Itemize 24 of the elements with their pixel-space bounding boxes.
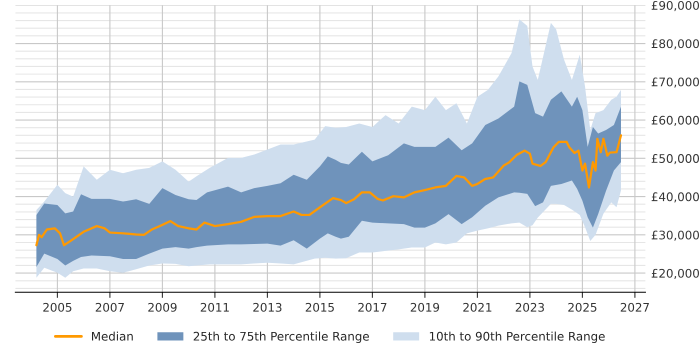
x-tick-label: 2007 bbox=[96, 302, 124, 312]
y-tick-label: £40,000 bbox=[652, 192, 699, 202]
y-tick-label: £80,000 bbox=[652, 39, 699, 50]
x-tick-label: 2019 bbox=[410, 302, 440, 312]
x-tick-label: 2023 bbox=[516, 302, 544, 312]
y-tick-label: £50,000 bbox=[652, 154, 699, 164]
y-tick-label: £60,000 bbox=[652, 116, 699, 126]
x-tick-label: 2005 bbox=[43, 302, 72, 312]
line-series bbox=[35, 134, 622, 246]
x-tick-label: 2009 bbox=[148, 302, 177, 312]
legend-label: 25th to 75th Percentile Range bbox=[194, 332, 369, 343]
x-tick-label: 2017 bbox=[358, 302, 386, 312]
y-tick-label: £70,000 bbox=[652, 78, 699, 88]
x-tick-label: 2015 bbox=[306, 302, 334, 312]
x-tick-label: 2013 bbox=[253, 302, 282, 312]
x-tick-label: 2011 bbox=[200, 302, 229, 312]
legend-label: Median bbox=[92, 332, 133, 341]
x-tick-label: 2021 bbox=[463, 302, 492, 312]
y-tick-label: £90,000 bbox=[652, 0, 699, 12]
legend-label: 10th to 90th Percentile Range bbox=[430, 332, 605, 343]
x-tick-label: 2025 bbox=[568, 302, 596, 312]
y-tick-label: £20,000 bbox=[652, 268, 699, 279]
x-tick-label: 2027 bbox=[620, 302, 649, 312]
y-tick-label: £30,000 bbox=[652, 230, 699, 241]
